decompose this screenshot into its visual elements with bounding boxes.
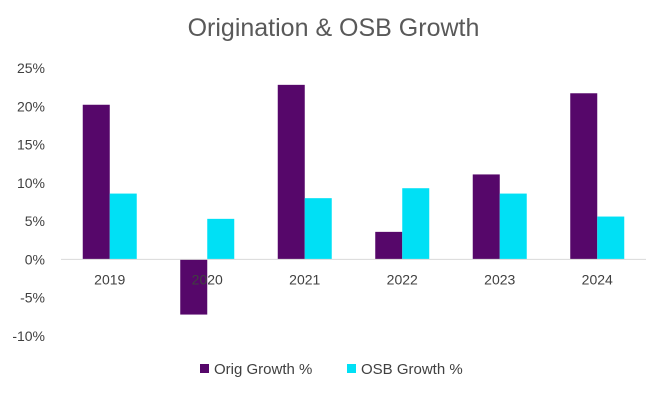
x-tick-label: 2023: [484, 271, 515, 287]
y-tick-label: 25%: [17, 60, 45, 76]
bar-orig-2022: [375, 231, 403, 260]
y-tick-label: -5%: [20, 290, 45, 306]
y-tick-label: 20%: [17, 98, 45, 114]
legend-swatch-orig: [200, 364, 209, 373]
bar-osb-2022: [402, 188, 430, 260]
bar-orig-2020: [180, 259, 208, 315]
y-tick-label: 15%: [17, 137, 45, 153]
bar-orig-2021: [277, 84, 305, 260]
y-tick-label: 10%: [17, 175, 45, 191]
x-tick-label: 2021: [289, 271, 320, 287]
chart-title: Origination & OSB Growth: [187, 14, 480, 42]
x-tick-label: 2019: [94, 271, 125, 287]
bar-osb-2021: [304, 198, 332, 260]
bar-osb-2023: [499, 193, 527, 260]
x-tick-label: 2024: [582, 271, 613, 287]
bar-osb-2020: [207, 218, 235, 260]
bar-osb-2024: [597, 216, 625, 260]
x-tick-label: 2020: [192, 271, 223, 287]
legend-label-orig: Orig Growth %: [214, 361, 312, 378]
y-tick-label: 0%: [25, 251, 45, 267]
y-tick-label: -10%: [12, 328, 45, 344]
bar-orig-2023: [472, 174, 500, 260]
bar-orig-2024: [570, 93, 598, 260]
bar-osb-2019: [109, 193, 137, 260]
y-tick-label: 5%: [25, 213, 45, 229]
legend-label-osb: OSB Growth %: [361, 361, 463, 378]
bar-orig-2019: [82, 104, 110, 260]
legend-swatch-osb: [347, 364, 356, 373]
x-tick-label: 2022: [387, 271, 418, 287]
